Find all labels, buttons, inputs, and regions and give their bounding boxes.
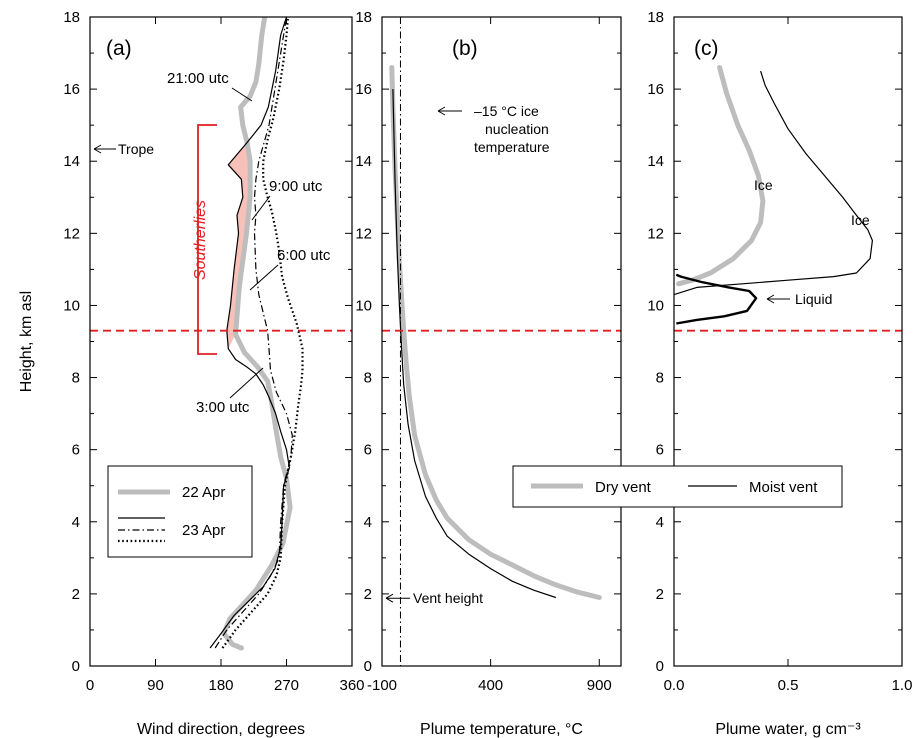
x-axis-title: Wind direction, degrees xyxy=(137,721,305,738)
series-line-1-1 xyxy=(221,17,293,651)
vent-height-label: Vent height xyxy=(413,590,483,606)
southerlies-bracket xyxy=(197,124,217,355)
series-line-3-3 xyxy=(675,273,758,325)
label-9utc: 9:00 utc xyxy=(269,178,323,195)
legend-label-moist: Moist vent xyxy=(749,479,818,496)
trope-label: Trope xyxy=(118,141,154,157)
x-axis-title: Plume temperature, °C xyxy=(420,721,583,738)
y-tick-label: 18 xyxy=(647,9,664,26)
x-tick-label: 180 xyxy=(208,677,233,694)
legend-box xyxy=(107,465,253,558)
label-21utc: 21:00 utc xyxy=(167,70,229,87)
series-line-1-4 xyxy=(221,17,304,649)
y-tick-label: 8 xyxy=(656,370,664,387)
ice-label-1: –15 °C ice xyxy=(474,103,539,119)
y-tick-label: 14 xyxy=(647,153,664,170)
y-tick-label: 10 xyxy=(355,297,372,314)
liquid-label: Liquid xyxy=(795,291,832,307)
legend-label-dry: Dry vent xyxy=(595,479,652,496)
legend-b: Dry vent Moist vent xyxy=(512,465,843,508)
leader-6utc xyxy=(249,264,279,291)
y-tick-label: 10 xyxy=(647,297,664,314)
y-tick-label: 4 xyxy=(656,514,664,531)
y-tick-label: 14 xyxy=(355,153,372,170)
y-tick-label: 2 xyxy=(364,586,372,603)
y-tick-label: 16 xyxy=(355,81,372,98)
y-tick-label: 8 xyxy=(364,370,372,387)
y-tick-label: 14 xyxy=(63,153,80,170)
x-tick-label: 360 xyxy=(339,677,364,694)
y-axis-title: Height, km asl xyxy=(18,291,35,392)
y-tick-label: 8 xyxy=(72,370,80,387)
liquid-arrow-icon xyxy=(766,294,790,304)
series-line-2-2 xyxy=(392,89,556,599)
series-line-1-3 xyxy=(214,17,293,649)
y-tick-label: 2 xyxy=(656,586,664,603)
y-tick-label: 0 xyxy=(364,658,372,675)
x-tick-label: 0.0 xyxy=(664,677,685,694)
panel-label: (b) xyxy=(452,37,478,60)
southerlies-label: Southerlies xyxy=(192,200,209,280)
y-tick-label: 6 xyxy=(364,442,372,459)
trope-arrow-icon xyxy=(93,144,116,154)
y-tick-label: 12 xyxy=(647,225,664,242)
y-tick-label: 4 xyxy=(72,514,80,531)
x-tick-label: -100 xyxy=(367,677,397,694)
y-tick-label: 2 xyxy=(72,586,80,603)
x-tick-label: 270 xyxy=(274,677,299,694)
ice-label-3: temperature xyxy=(474,139,550,155)
y-tick-label: 10 xyxy=(63,297,80,314)
x-tick-label: 400 xyxy=(478,677,503,694)
x-tick-label: 900 xyxy=(587,677,612,694)
panel-frame-3 xyxy=(673,16,903,667)
y-tick-label: 12 xyxy=(355,225,372,242)
series-line-3-1 xyxy=(676,65,766,287)
y-tick-label: 16 xyxy=(647,81,664,98)
y-tick-label: 0 xyxy=(72,658,80,675)
y-tick-label: 18 xyxy=(355,9,372,26)
ice-arrow-icon xyxy=(437,106,462,116)
y-tick-label: 4 xyxy=(364,514,372,531)
leader-3utc xyxy=(229,367,264,399)
ice-label-2: nucleation xyxy=(485,121,549,137)
y-tick-label: 6 xyxy=(656,442,664,459)
panel-label: (a) xyxy=(106,37,132,60)
ice-moist-label: Ice xyxy=(851,212,870,228)
y-tick-label: 12 xyxy=(63,225,80,242)
series-line-3-2 xyxy=(674,70,874,296)
y-tick-label: 6 xyxy=(72,442,80,459)
y-tick-label: 0 xyxy=(656,658,664,675)
x-tick-label: 0.5 xyxy=(778,677,799,694)
y-tick-label: 16 xyxy=(63,81,80,98)
label-3utc: 3:00 utc xyxy=(196,399,250,416)
vent-arrow-icon xyxy=(385,593,410,603)
y-tick-label: 18 xyxy=(63,9,80,26)
leader-21utc xyxy=(231,87,253,102)
x-axis-title: Plume water, g cm⁻³ xyxy=(715,721,861,738)
series-line-2-1 xyxy=(389,65,602,600)
label-6utc: 6:00 utc xyxy=(277,247,331,264)
panel-frame-1 xyxy=(89,16,353,667)
panel-label: (c) xyxy=(694,37,719,60)
legend-label-22apr: 22 Apr xyxy=(182,484,225,501)
ice-dry-label: Ice xyxy=(754,177,773,193)
leader-9utc xyxy=(251,195,271,221)
legend-a: 22 Apr 23 Apr xyxy=(107,465,253,558)
x-tick-label: 1.0 xyxy=(892,677,913,694)
x-tick-label: 0 xyxy=(86,677,94,694)
legend-label-23apr: 23 Apr xyxy=(182,522,225,539)
x-tick-label: 90 xyxy=(147,677,164,694)
